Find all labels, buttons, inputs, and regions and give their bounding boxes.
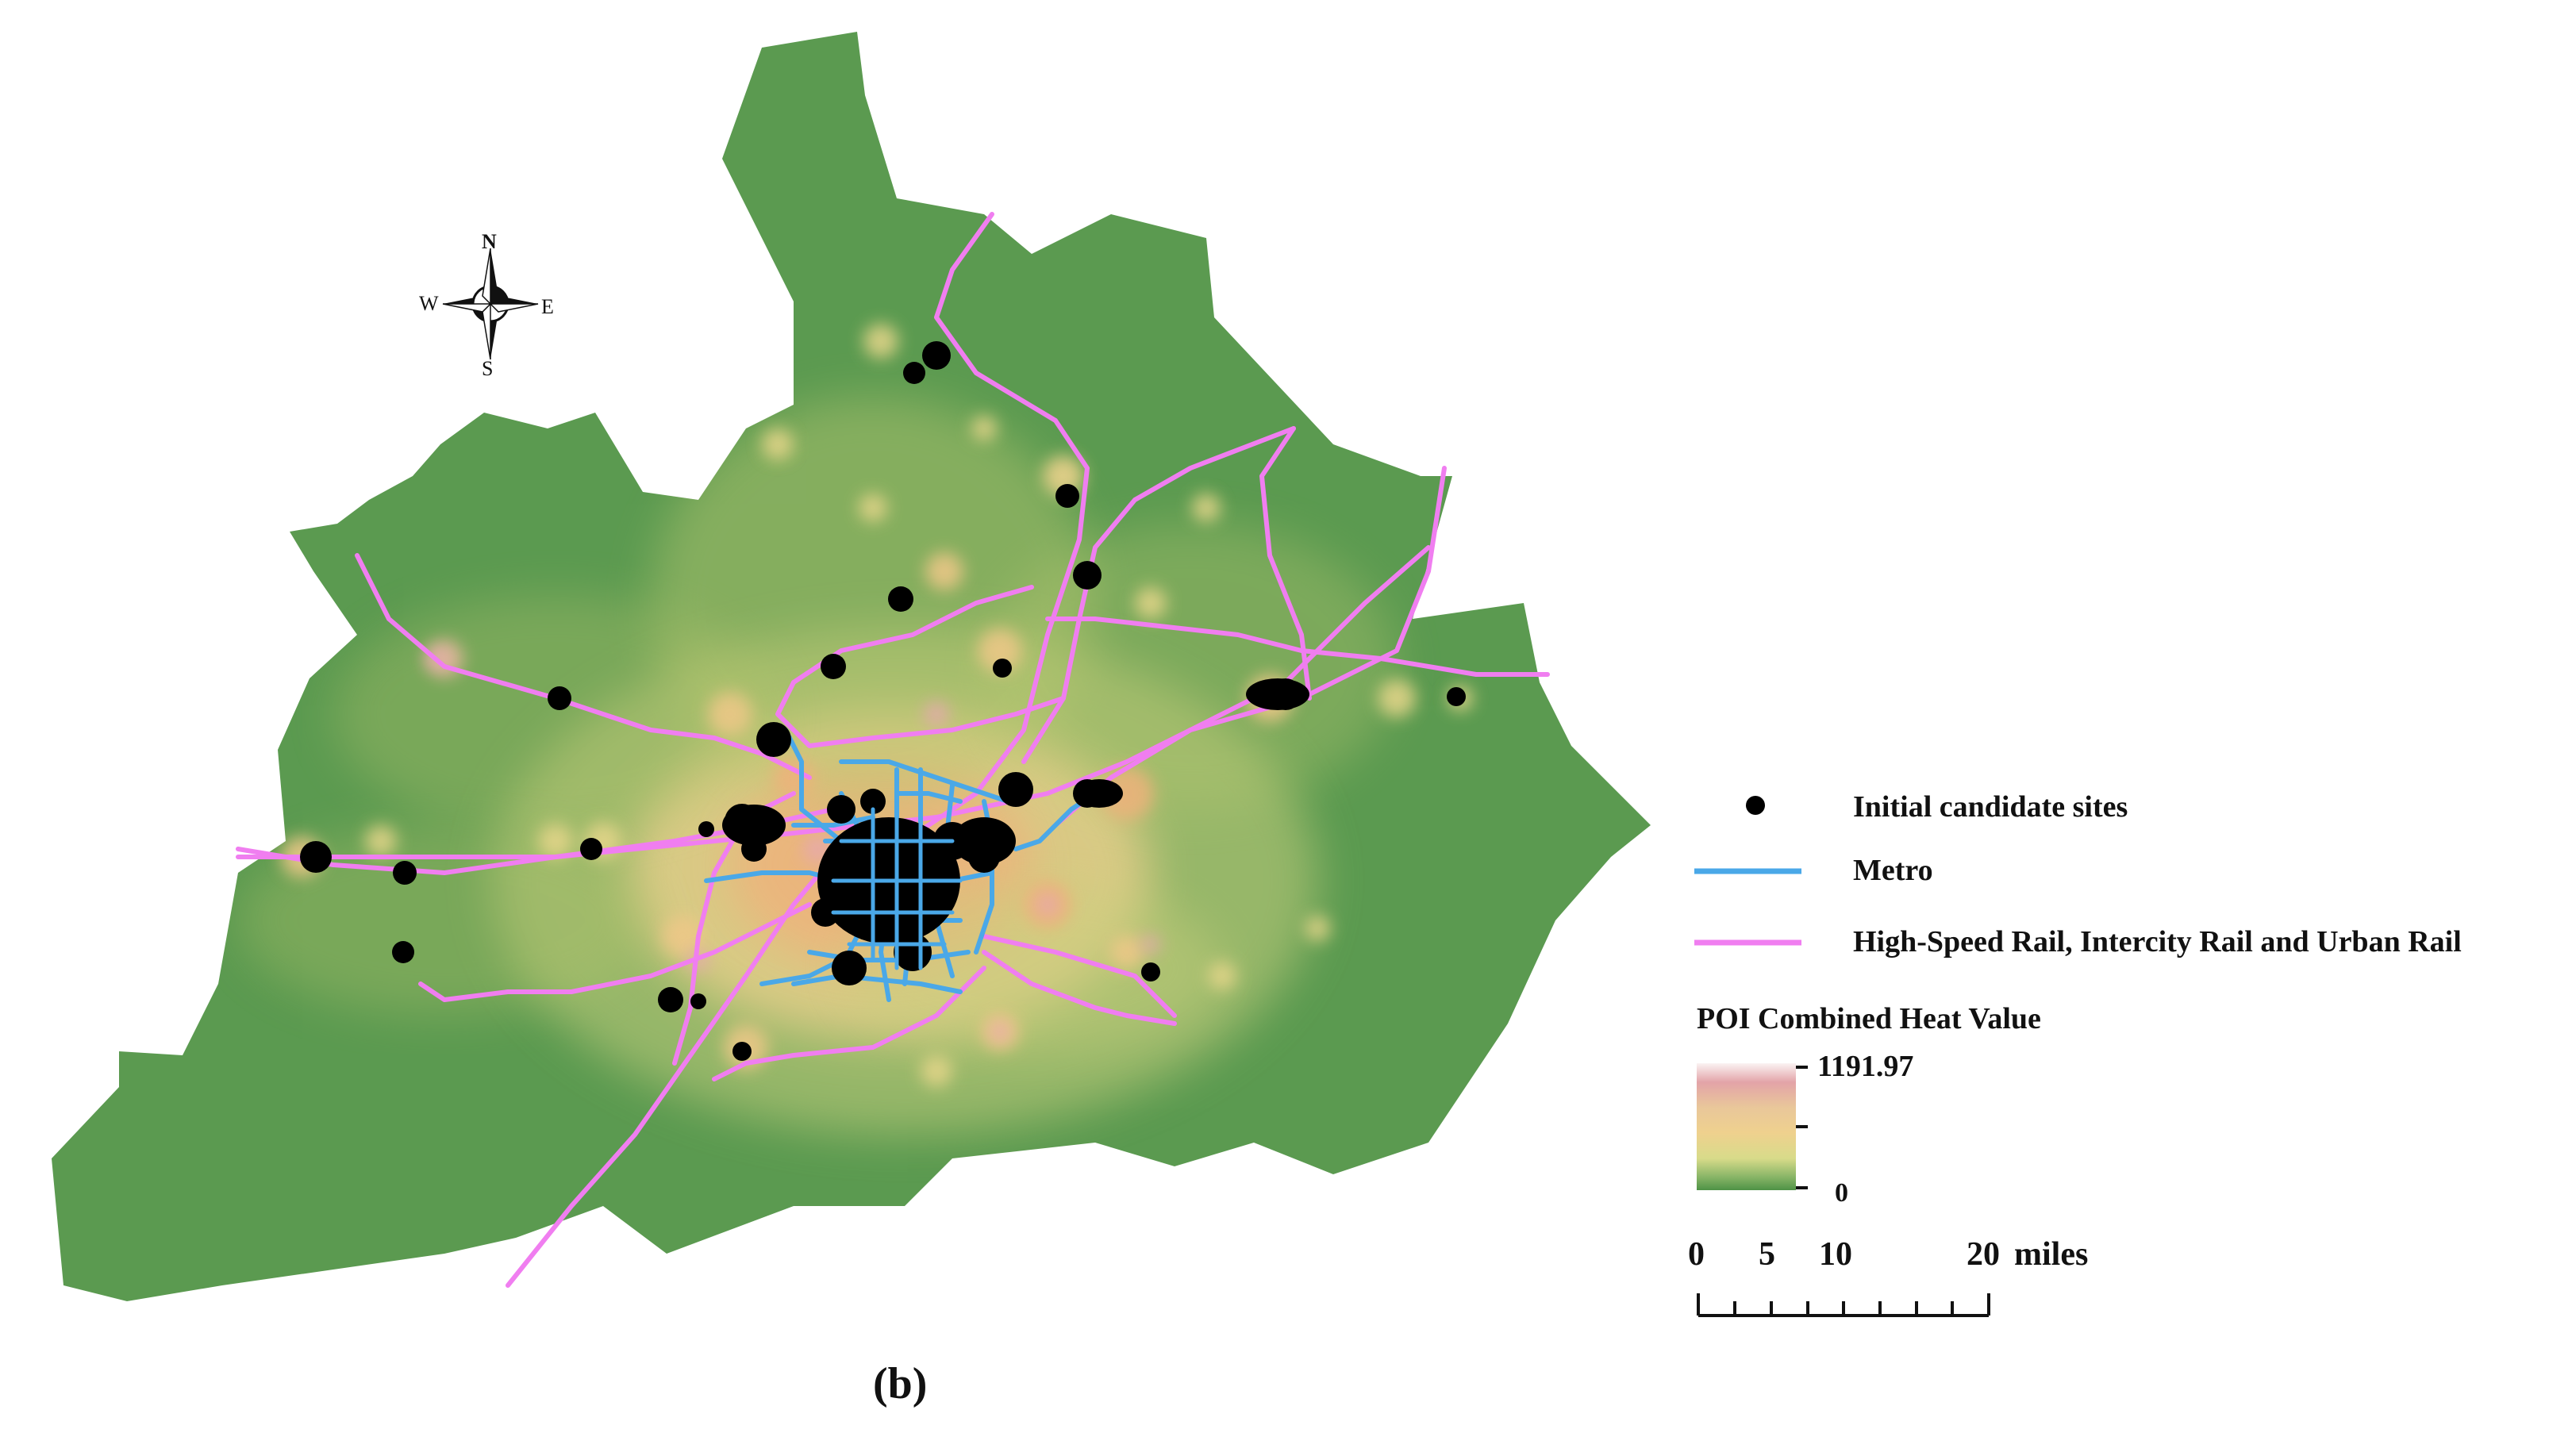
candidate-site [860, 789, 886, 814]
compass-south-label: S [482, 357, 494, 380]
candidate-site [732, 1042, 752, 1061]
rail-lines [236, 212, 1550, 1288]
candidate-site [1141, 962, 1160, 981]
legend-symbols [1694, 796, 1808, 1190]
scale-tick-20: 20 [1967, 1236, 2000, 1273]
candidate-site [1055, 484, 1079, 508]
legend-sites-label: Initial candidate sites [1853, 790, 2128, 824]
candidate-site [1073, 561, 1102, 590]
candidate-site [756, 722, 791, 757]
scale-bar [1697, 1293, 1990, 1317]
panel-label: (b) [873, 1359, 928, 1408]
candidate-site [998, 772, 1033, 807]
compass-rose [442, 248, 539, 360]
candidate-site [827, 795, 855, 824]
candidate-site [903, 362, 925, 384]
candidate-site [392, 941, 414, 963]
candidate-site [698, 821, 714, 837]
compass-west-label: W [419, 292, 439, 315]
candidate-site [821, 654, 846, 679]
candidate-site [690, 993, 706, 1009]
candidate-site [548, 686, 571, 710]
candidate-site [993, 659, 1012, 678]
candidate-site [832, 951, 867, 985]
study-region [52, 32, 1651, 1301]
candidate-site [888, 586, 913, 612]
legend-heat-title: POI Combined Heat Value [1697, 1002, 2041, 1035]
candidate-site [658, 987, 683, 1012]
scale-unit: miles [2014, 1236, 2089, 1273]
candidate-site [393, 861, 417, 885]
legend-metro-label: Metro [1853, 854, 1933, 887]
scale-tick-0: 0 [1688, 1236, 1705, 1273]
compass-east-label: E [541, 295, 554, 318]
candidate-site [300, 841, 332, 873]
compass-north-label: N [482, 230, 497, 253]
candidate-site [1447, 687, 1466, 706]
scale-tick-10: 10 [1819, 1236, 1852, 1273]
candidate-site [922, 341, 951, 370]
scale-tick-5: 5 [1759, 1236, 1775, 1273]
metro-lines-core [831, 799, 963, 970]
candidate-site [580, 838, 602, 860]
legend-heat-max: 1191.97 [1817, 1050, 1914, 1083]
legend-heat-min: 0 [1835, 1178, 1848, 1208]
heat-color-ramp [1697, 1063, 1796, 1190]
legend-rail-label: High-Speed Rail, Intercity Rail and Urba… [1853, 925, 2462, 958]
legend-site-symbol [1746, 796, 1765, 815]
